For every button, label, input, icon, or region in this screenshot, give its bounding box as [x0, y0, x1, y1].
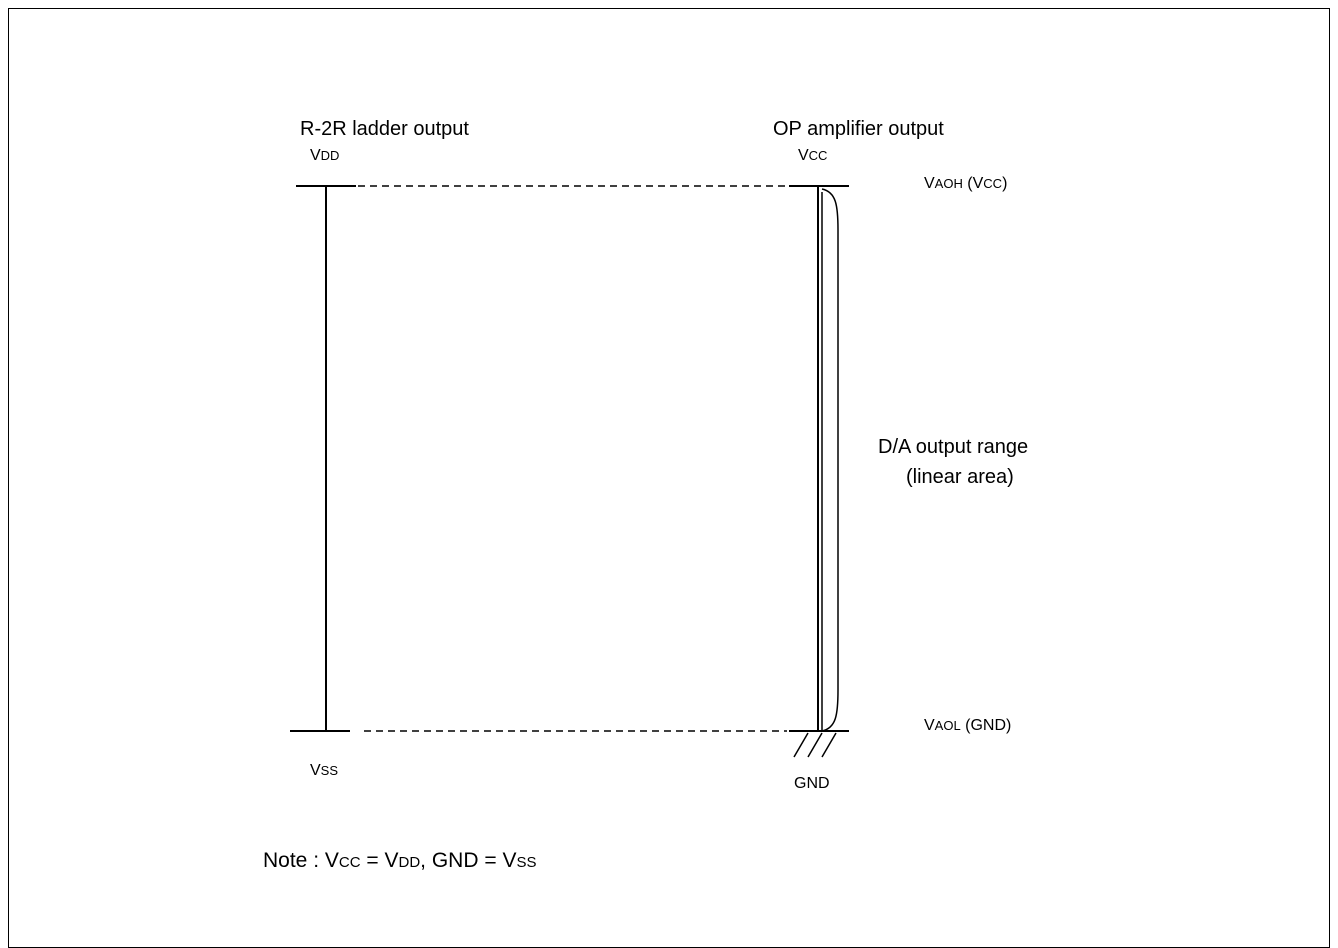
- ground-hatch-2: [807, 732, 823, 758]
- vcc-label: VCC: [798, 147, 828, 164]
- vaoh-label: VAOH (VCC): [924, 175, 1008, 192]
- output-range-bracket: [821, 188, 839, 732]
- ground-hatch-3: [821, 732, 837, 758]
- opamp-title: OP amplifier output: [773, 118, 944, 140]
- gnd-label: GND: [794, 775, 830, 792]
- ground-hatch-1: [793, 732, 809, 758]
- vdd-label: VDD: [310, 147, 340, 164]
- note-text: Note : VCC = VDD, GND = VSS: [263, 849, 537, 872]
- r2r-title: R-2R ladder output: [300, 118, 469, 140]
- range-label-line2: (linear area): [906, 466, 1014, 488]
- vss-label: VSS: [310, 762, 339, 779]
- range-label-line1: D/A output range: [878, 436, 1029, 458]
- vaol-label: VAOL (GND): [924, 717, 1012, 734]
